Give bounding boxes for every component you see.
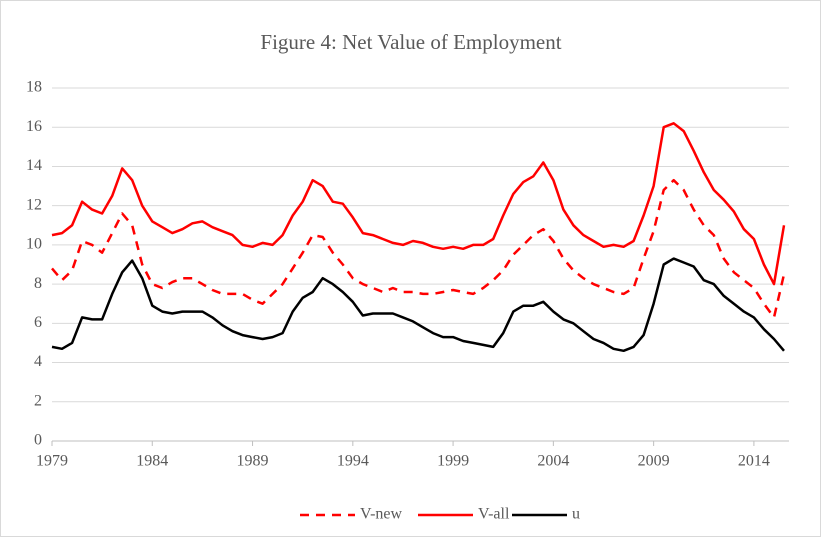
y-tick-label: 18	[26, 79, 42, 96]
x-tick-label: 1999	[437, 453, 469, 470]
legend-label: V-all	[478, 506, 510, 523]
x-tick-label: 1984	[136, 453, 168, 470]
y-tick-label: 0	[34, 432, 42, 449]
x-tick-label: 2014	[738, 453, 770, 470]
x-tick-label: 2004	[537, 453, 569, 470]
y-tick-label: 8	[34, 275, 42, 292]
series-line	[51, 178, 786, 319]
y-tick-label: 2	[34, 392, 42, 409]
y-tick-label: 4	[34, 353, 42, 370]
y-tick-label: 6	[34, 314, 42, 331]
y-tick-label: 16	[26, 118, 42, 135]
legend-label: u	[572, 506, 580, 523]
y-tick-label: 10	[26, 236, 42, 253]
legend-label: V-new	[360, 506, 403, 523]
y-tick-label: 12	[26, 196, 42, 213]
x-tick-label: 2009	[638, 453, 670, 470]
y-tick-label: 14	[26, 157, 42, 174]
chart-title: Figure 4: Net Value of Employment	[260, 30, 561, 54]
series-line	[51, 122, 786, 286]
x-tick-label: 1989	[237, 453, 269, 470]
series-line	[51, 257, 785, 353]
x-tick-label: 1994	[337, 453, 369, 470]
x-tick-label: 1979	[36, 453, 68, 470]
